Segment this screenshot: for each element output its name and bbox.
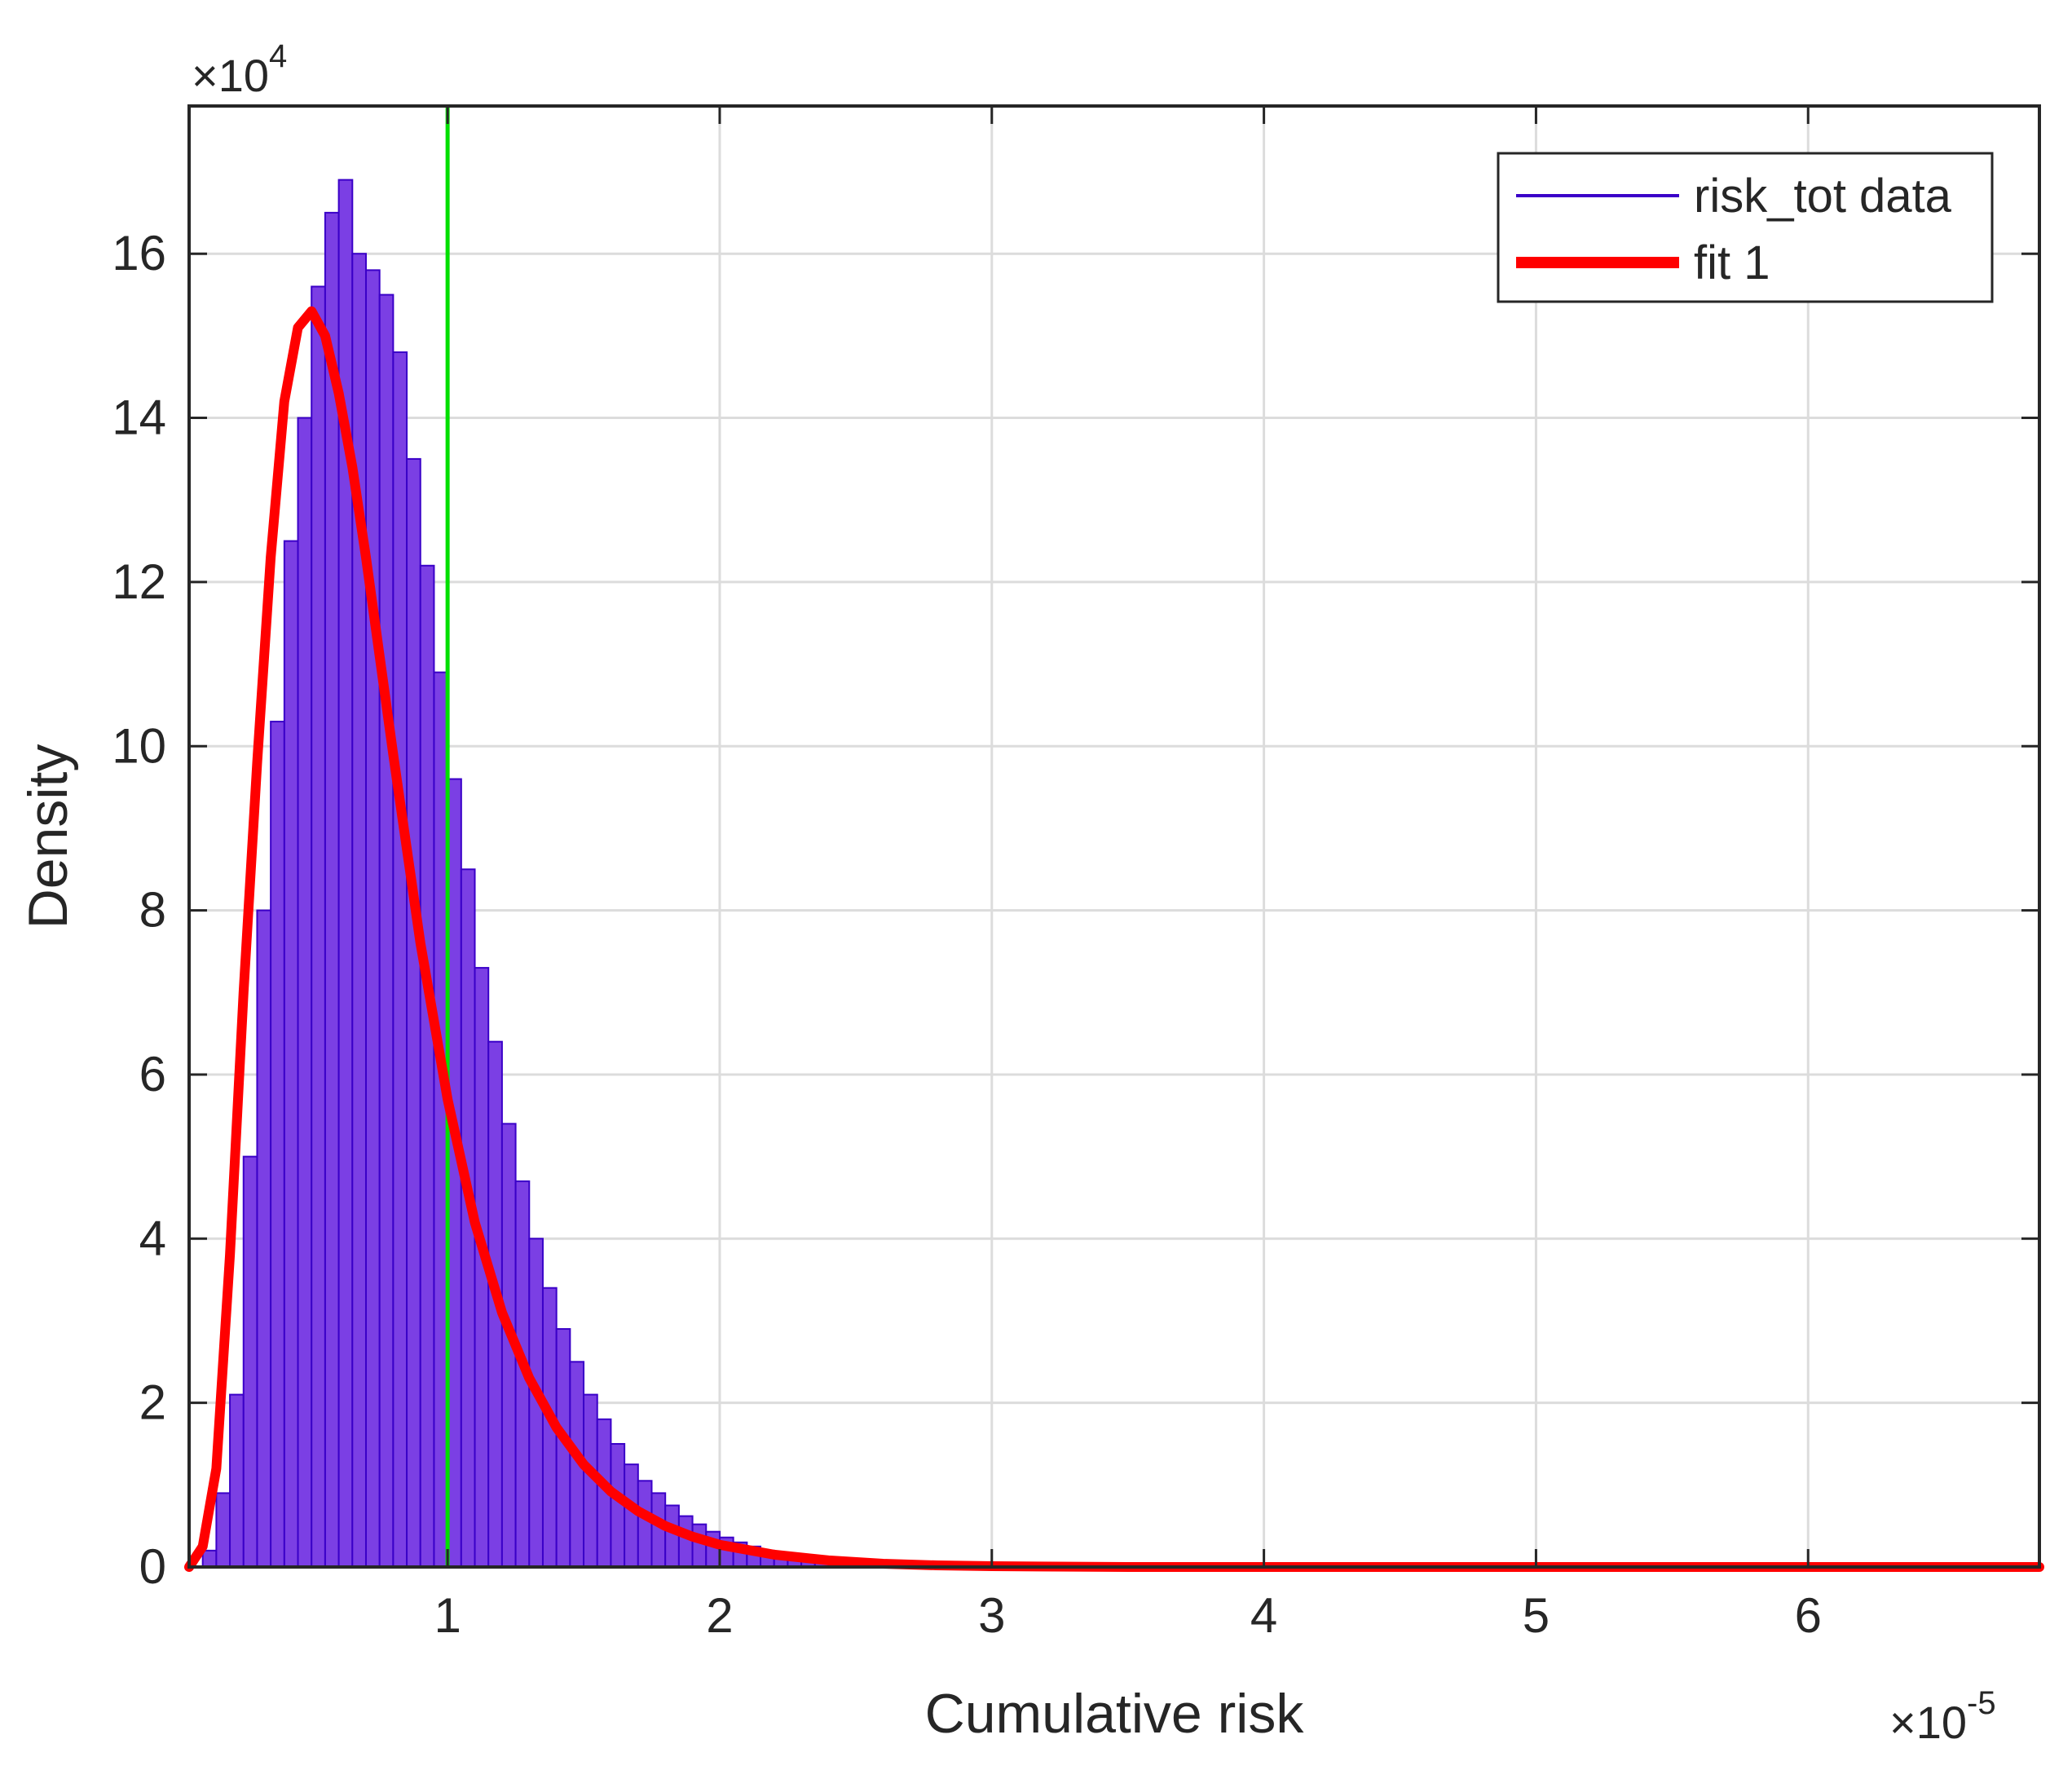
histogram-bar-32 xyxy=(637,1480,653,1568)
x-tick-label-3: 4 xyxy=(1250,1588,1277,1643)
y-tick-label-2: 4 xyxy=(139,1211,166,1265)
histogram-bar-5 xyxy=(270,721,285,1568)
y-tick-label-7: 14 xyxy=(112,391,166,445)
histogram-bar-12 xyxy=(364,269,381,1569)
x-exponent-label: ×10-5 xyxy=(1889,1685,1996,1748)
x-tick-label-2: 3 xyxy=(978,1588,1005,1643)
histogram-bar-2 xyxy=(229,1393,245,1568)
histogram-bar-7 xyxy=(297,417,313,1568)
histogram-bar-0 xyxy=(201,1549,218,1568)
y-exponent-base: ×10 xyxy=(192,50,269,101)
y-tick-label-3: 6 xyxy=(139,1047,166,1101)
histogram-bar-17 xyxy=(433,671,449,1568)
y-exponent-label: ×104 xyxy=(192,38,287,101)
x-tick-label-1: 2 xyxy=(706,1588,733,1643)
legend-label-fit: fit 1 xyxy=(1694,236,1770,289)
histogram-bar-36 xyxy=(691,1523,708,1568)
y-exponent-value: 4 xyxy=(269,38,287,74)
histogram-bar-15 xyxy=(406,457,421,1568)
histogram-bar-8 xyxy=(311,285,326,1568)
y-tick-label-4: 8 xyxy=(139,883,166,938)
histogram-bar-1 xyxy=(215,1492,231,1569)
histogram-bar-16 xyxy=(419,564,435,1568)
histogram-bar-6 xyxy=(283,540,299,1569)
x-exponent-base: ×10 xyxy=(1889,1697,1967,1748)
histogram-bar-4 xyxy=(256,909,272,1568)
histogram-bar-31 xyxy=(624,1463,639,1569)
y-tick-label-8: 16 xyxy=(112,226,166,280)
histogram-bar-3 xyxy=(242,1155,258,1569)
x-tick-label-5: 6 xyxy=(1795,1588,1822,1643)
legend-box xyxy=(1497,152,1994,303)
x-axis-label: Cumulative risk xyxy=(925,1683,1305,1745)
histogram-bar-11 xyxy=(351,253,367,1568)
x-exponent-value: -5 xyxy=(1967,1685,1996,1721)
legend-label-histogram: risk_tot data xyxy=(1694,170,1952,223)
x-tick-label-0: 1 xyxy=(434,1588,461,1643)
legend: risk_tot data fit 1 xyxy=(1497,152,1994,303)
histogram-bar-13 xyxy=(378,294,395,1569)
plot-frame xyxy=(187,104,2041,1569)
y-tick-label-1: 2 xyxy=(139,1375,166,1430)
y-tick-label-0: 0 xyxy=(139,1539,166,1594)
y-axis-label: Density xyxy=(17,744,79,929)
histogram-bar-9 xyxy=(324,211,340,1568)
histogram-bar-14 xyxy=(392,351,408,1568)
y-tick-label-6: 12 xyxy=(112,554,166,609)
x-tick-label-4: 5 xyxy=(1523,1588,1550,1643)
histogram-bar-35 xyxy=(677,1515,694,1569)
y-tick-label-5: 10 xyxy=(112,718,166,773)
histogram-bar-34 xyxy=(664,1504,680,1568)
